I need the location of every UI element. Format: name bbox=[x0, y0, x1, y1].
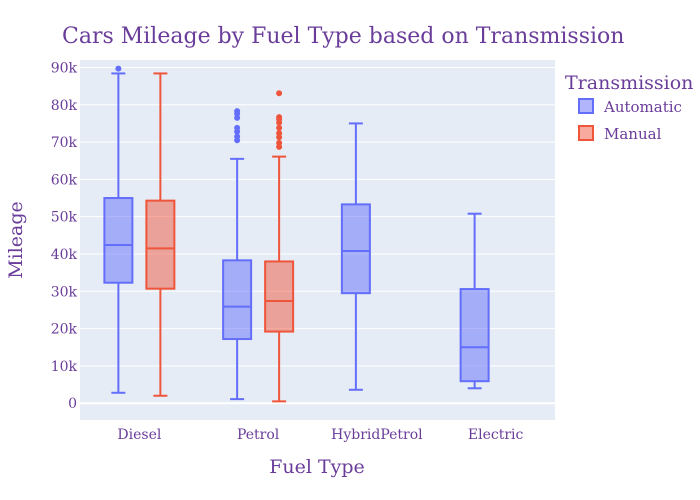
x-tick-label: Petrol bbox=[237, 427, 280, 443]
legend-swatch-automatic[interactable] bbox=[578, 98, 594, 114]
box-manual-petrol bbox=[264, 90, 295, 403]
outlier-point bbox=[276, 124, 283, 131]
outlier-point bbox=[276, 90, 283, 97]
y-tick-label: 90k bbox=[51, 60, 78, 76]
chart-title: Cars Mileage by Fuel Type based on Trans… bbox=[62, 24, 624, 49]
outlier-point bbox=[276, 143, 283, 150]
iqr-box bbox=[264, 260, 295, 333]
y-tick-label: 10k bbox=[51, 359, 78, 375]
box-traces bbox=[103, 65, 490, 403]
iqr-box bbox=[145, 199, 176, 290]
x-tick-labels: Diesel Petrol HybridPetrol Electric bbox=[117, 427, 523, 443]
iqr-box bbox=[222, 259, 253, 341]
iqr-box bbox=[340, 203, 371, 295]
x-tick-label: Electric bbox=[468, 427, 524, 443]
y-gridlines bbox=[80, 66, 555, 405]
outlier-point bbox=[234, 114, 241, 121]
outlier-point bbox=[234, 124, 241, 131]
box-automatic-petrol bbox=[222, 108, 253, 401]
box-automatic-hybridpetrol bbox=[340, 122, 371, 391]
outlier-point bbox=[234, 133, 241, 140]
y-tick-label: 80k bbox=[51, 98, 78, 114]
y-tick-label: 50k bbox=[51, 210, 78, 226]
outlier-point bbox=[276, 114, 283, 121]
y-tick-label: 40k bbox=[51, 247, 78, 263]
outlier-point bbox=[276, 134, 283, 141]
y-tick-label: 0 bbox=[68, 396, 77, 412]
outlier-point bbox=[276, 130, 283, 137]
x-tick-label: Diesel bbox=[117, 427, 161, 443]
y-axis-title: Mileage bbox=[5, 201, 27, 279]
outlier-point bbox=[234, 108, 241, 115]
box-automatic-electric bbox=[459, 212, 490, 390]
iqr-box bbox=[459, 288, 490, 383]
box-manual-diesel bbox=[145, 72, 176, 397]
legend-swatch-manual[interactable] bbox=[578, 125, 594, 141]
y-tick-label: 30k bbox=[51, 284, 78, 300]
legend-label-manual[interactable]: Manual bbox=[604, 125, 662, 143]
x-axis-title: Fuel Type bbox=[269, 456, 365, 478]
outlier-point bbox=[115, 65, 122, 72]
y-tick-label: 60k bbox=[51, 172, 78, 188]
y-tick-label: 70k bbox=[51, 135, 78, 151]
y-tick-label: 20k bbox=[51, 322, 78, 338]
iqr-box bbox=[103, 197, 134, 284]
box-automatic-diesel bbox=[103, 65, 134, 394]
legend-label-automatic[interactable]: Automatic bbox=[603, 98, 682, 116]
legend[interactable]: Transmission Automatic Manual bbox=[565, 72, 693, 143]
y-tick-labels: 0 10k 20k 30k 40k 50k 60k 70k 80k 90k bbox=[51, 60, 78, 412]
legend-title: Transmission bbox=[565, 72, 693, 94]
x-tick-label: HybridPetrol bbox=[331, 427, 423, 443]
outlier-point bbox=[276, 139, 283, 146]
